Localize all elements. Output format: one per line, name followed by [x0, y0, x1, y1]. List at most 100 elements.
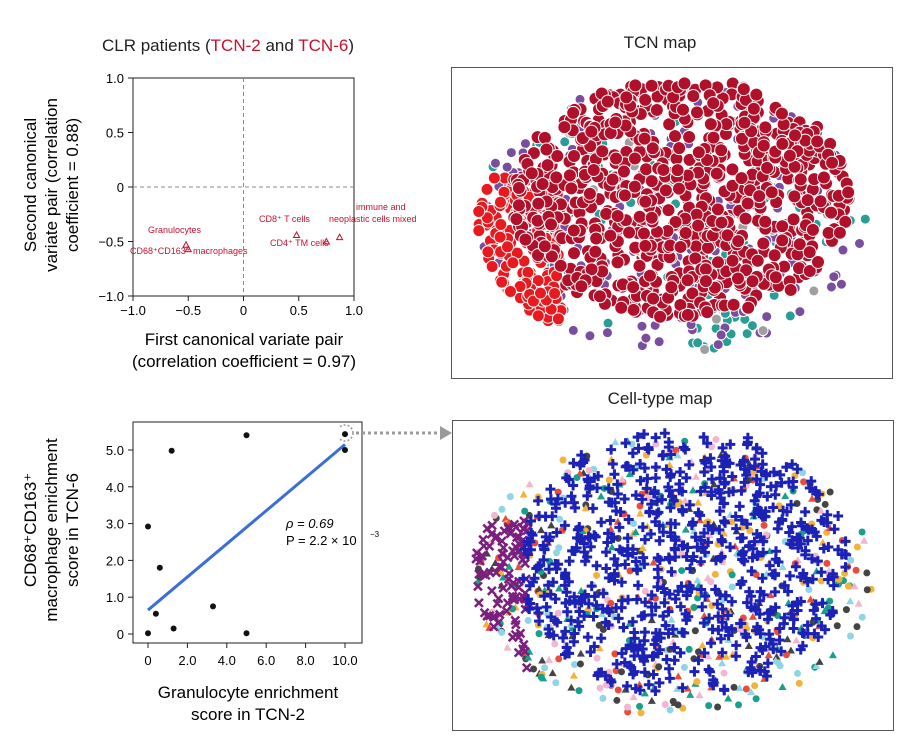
celltype-marker	[812, 662, 821, 670]
celltype-marker	[585, 647, 596, 658]
data-point	[243, 630, 250, 637]
celltype-marker	[560, 626, 571, 637]
celltype-marker	[842, 606, 850, 614]
celltype-marker	[685, 645, 693, 653]
celltype-marker	[781, 462, 792, 473]
celltype-marker	[597, 492, 606, 500]
celltype-marker	[750, 651, 761, 662]
celltype-marker	[675, 601, 686, 612]
tcn-cell	[802, 245, 817, 260]
celltype-marker	[782, 651, 790, 659]
tcn-cell	[688, 251, 703, 266]
celltype-marker	[702, 438, 713, 449]
celltype-marker	[560, 597, 571, 608]
tcn-cell	[610, 208, 625, 223]
celltype-marker	[637, 494, 648, 505]
celltype-marker	[805, 586, 813, 594]
tcn-cell	[600, 94, 615, 109]
celltype-marker	[601, 547, 612, 558]
celltype-marker	[720, 622, 731, 633]
tcn-cell	[745, 274, 760, 289]
tcn-cell	[485, 259, 499, 273]
tcn-cell	[500, 240, 514, 254]
celltype-marker	[616, 577, 627, 588]
celltype-marker	[682, 542, 693, 553]
celltype-marker	[652, 440, 660, 448]
tcn-cell	[524, 166, 539, 181]
celltype-marker	[545, 484, 556, 495]
celltype-marker	[768, 467, 779, 478]
tcn-cell	[725, 178, 740, 193]
celltype-marker	[518, 573, 529, 584]
tcn-cell	[810, 134, 825, 149]
celltype-marker	[666, 706, 674, 714]
celltype-marker	[803, 524, 814, 535]
tcn-map-scatter	[472, 76, 871, 356]
celltype-marker	[760, 521, 768, 529]
tcn-cell	[494, 217, 508, 231]
tcn-cell	[746, 101, 761, 116]
tcn-cell	[567, 148, 582, 163]
celltype-marker	[654, 644, 665, 655]
celltype-marker	[606, 676, 617, 687]
celltype-marker	[627, 548, 638, 559]
tcn-cell	[672, 141, 687, 156]
celltype-marker	[703, 573, 712, 581]
tcn-cell	[757, 325, 769, 337]
tcn-cell	[609, 151, 624, 166]
celltype-marker	[595, 644, 604, 652]
celltype-marker	[722, 610, 733, 621]
tcn-cell	[787, 128, 802, 143]
celltype-marker	[598, 588, 609, 599]
celltype-marker	[696, 535, 707, 546]
celltype-marker	[559, 649, 570, 660]
tcn-cell	[680, 307, 695, 322]
celltype-marker	[728, 571, 736, 579]
celltype-marker	[745, 662, 756, 673]
celltype-marker	[800, 549, 811, 560]
celltype-marker	[806, 595, 815, 603]
celltype-marker	[718, 466, 729, 477]
celltype-marker	[677, 504, 688, 515]
tcn-cell	[746, 320, 758, 332]
tcn-cell	[614, 300, 629, 315]
celltype-marker	[707, 443, 715, 451]
tcn-cell	[714, 215, 729, 230]
celltype-marker	[596, 684, 604, 692]
tcn-cell	[709, 166, 724, 181]
celltype-marker	[686, 520, 697, 531]
celltype-marker	[738, 457, 749, 468]
tcn-cell	[548, 287, 562, 301]
celltype-marker	[754, 488, 765, 499]
tcn-cell	[706, 130, 721, 145]
y-tick-label: 0	[117, 180, 124, 195]
celltype-marker	[710, 480, 719, 488]
celltype-marker	[826, 597, 834, 605]
data-point	[156, 564, 163, 571]
celltype-marker	[850, 582, 859, 590]
tcn-cell	[637, 131, 652, 146]
celltype-marker	[742, 437, 753, 448]
celltype-marker	[670, 593, 681, 604]
celltype-marker	[620, 438, 631, 449]
celltype-marker	[558, 632, 569, 643]
celltype-marker	[717, 659, 726, 667]
celltype-marker	[491, 567, 502, 578]
celltype-marker	[698, 432, 709, 443]
x-tick-label: 0.5	[290, 303, 308, 318]
tcn-cell	[599, 206, 614, 221]
tcn-cell	[685, 286, 700, 301]
tcn-cell	[677, 76, 692, 91]
celltype-marker	[547, 521, 556, 529]
celltype-marker	[771, 480, 782, 491]
x-tick-label: 0	[240, 303, 247, 318]
tcn-cell	[700, 240, 715, 255]
celltype-marker	[490, 533, 501, 544]
x-tick-label: 0	[144, 653, 151, 668]
tcn-cell	[639, 162, 654, 177]
celltype-marker	[473, 581, 483, 592]
celltype-marker	[784, 527, 795, 538]
celltype-marker	[717, 647, 728, 658]
panel-a-title-prefix: CLR patients (	[102, 36, 211, 55]
celltype-marker	[552, 493, 563, 504]
